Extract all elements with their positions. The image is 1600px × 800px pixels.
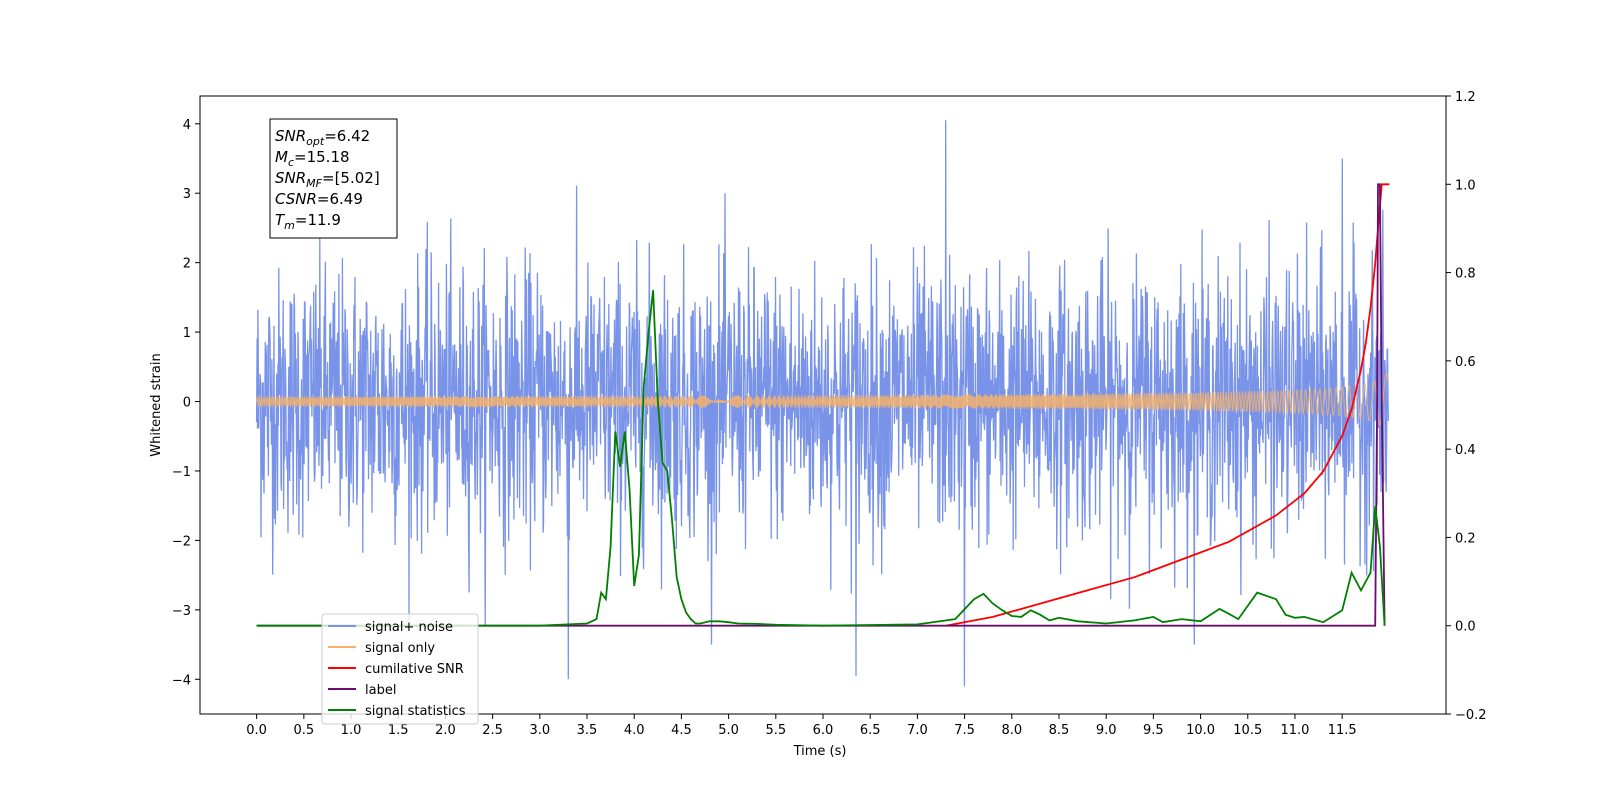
y-left-tick-label: −4: [172, 673, 191, 688]
legend-entry-label: signal statistics: [365, 704, 466, 719]
stats-box-frame: [269, 118, 398, 239]
x-tick-label: 3.5: [577, 723, 598, 738]
x-tick-label: 10.5: [1233, 723, 1262, 738]
x-tick-label: 4.0: [624, 723, 645, 738]
series-signal-statistics-line: [256, 290, 1386, 627]
y-right-tick-label: 0.8: [1455, 267, 1476, 282]
x-tick-label: 6.0: [813, 723, 834, 738]
x-axis-label: Time (s): [793, 744, 847, 759]
x-tick-label: 7.0: [907, 723, 928, 738]
plot-area: [255, 120, 1390, 687]
y-left-tick-label: 4: [183, 118, 191, 133]
stats-annotation-box: SNRopt=6.42Mc=15.18SNRMF=[5.02]CSNR=6.49…: [269, 118, 398, 239]
x-tick-label: 5.0: [718, 723, 739, 738]
y-left-tick-label: −1: [172, 465, 191, 480]
series-signal-plus-noise-line: [255, 120, 1390, 687]
y-axis-left: −4 −3 −2 −1 0 1 2 3 4: [172, 118, 200, 688]
x-tick-label: 10.0: [1186, 723, 1215, 738]
x-tick-label: 1.0: [341, 723, 362, 738]
x-tick-label: 3.0: [529, 723, 550, 738]
x-tick-label: 7.5: [954, 723, 975, 738]
x-tick-label: 6.5: [860, 723, 881, 738]
y-left-tick-label: −3: [172, 604, 191, 619]
x-tick-label: 8.5: [1049, 723, 1070, 738]
x-tick-label: 0.5: [293, 723, 314, 738]
x-tick-label: 2.5: [482, 723, 503, 738]
y-left-tick-label: 2: [183, 257, 191, 272]
y-right-tick-label: 0.4: [1455, 443, 1476, 458]
x-tick-label: 2.0: [435, 723, 456, 738]
y-right-tick-label: 1.2: [1455, 90, 1476, 105]
y-right-tick-label: 0.6: [1455, 355, 1476, 370]
stats-line: Mc=15.18: [275, 148, 350, 169]
y-axis-label: Whitened strain: [149, 353, 164, 456]
x-tick-label: 5.5: [765, 723, 786, 738]
series-signal-only-line: [256, 371, 1389, 426]
stats-line: SNRopt=6.42: [275, 127, 370, 148]
y-left-tick-label: 0: [183, 396, 191, 411]
legend: signal+ noise signal only cumilative SNR la…: [321, 613, 479, 725]
series-label-line: [256, 183, 1386, 627]
y-right-tick-label: −0.2: [1455, 708, 1487, 723]
series-layer: [255, 120, 1390, 687]
x-tick-label: 11.5: [1328, 723, 1357, 738]
y-left-tick-label: 1: [183, 326, 191, 341]
stats-line: Tm=11.9: [275, 211, 341, 232]
x-tick-label: 4.5: [671, 723, 692, 738]
x-tick-label: 9.0: [1096, 723, 1117, 738]
x-tick-label: 11.0: [1280, 723, 1309, 738]
y-right-tick-label: 1.0: [1455, 178, 1476, 193]
x-tick-label: 0.0: [246, 723, 267, 738]
legend-entry-label: cumilative SNR: [365, 662, 464, 677]
x-tick-label: 1.5: [388, 723, 409, 738]
y-axis-right: −0.2 0.0 0.2 0.4 0.6 0.8 1.0 1.2: [1446, 90, 1487, 723]
legend-frame: [321, 613, 479, 725]
y-left-tick-label: 3: [183, 187, 191, 202]
y-right-tick-label: 0.2: [1455, 531, 1476, 546]
stats-line: SNRMF=[5.02]: [275, 169, 380, 190]
legend-entry-label: label: [365, 683, 396, 698]
x-axis: 0.0 0.5 1.0 1.5 2.0 2.5 3.0 3.5 4.0 4.5 5.0 5.5 6.0 6…: [246, 714, 1357, 738]
x-tick-label: 9.5: [1143, 723, 1164, 738]
legend-entry-label: signal only: [365, 641, 435, 656]
legend-entry-label: signal+ noise: [365, 620, 453, 635]
stats-line: CSNR=6.49: [275, 190, 363, 208]
y-right-tick-label: 0.0: [1455, 620, 1476, 635]
y-left-tick-label: −2: [172, 534, 191, 549]
x-tick-label: 8.0: [1001, 723, 1022, 738]
